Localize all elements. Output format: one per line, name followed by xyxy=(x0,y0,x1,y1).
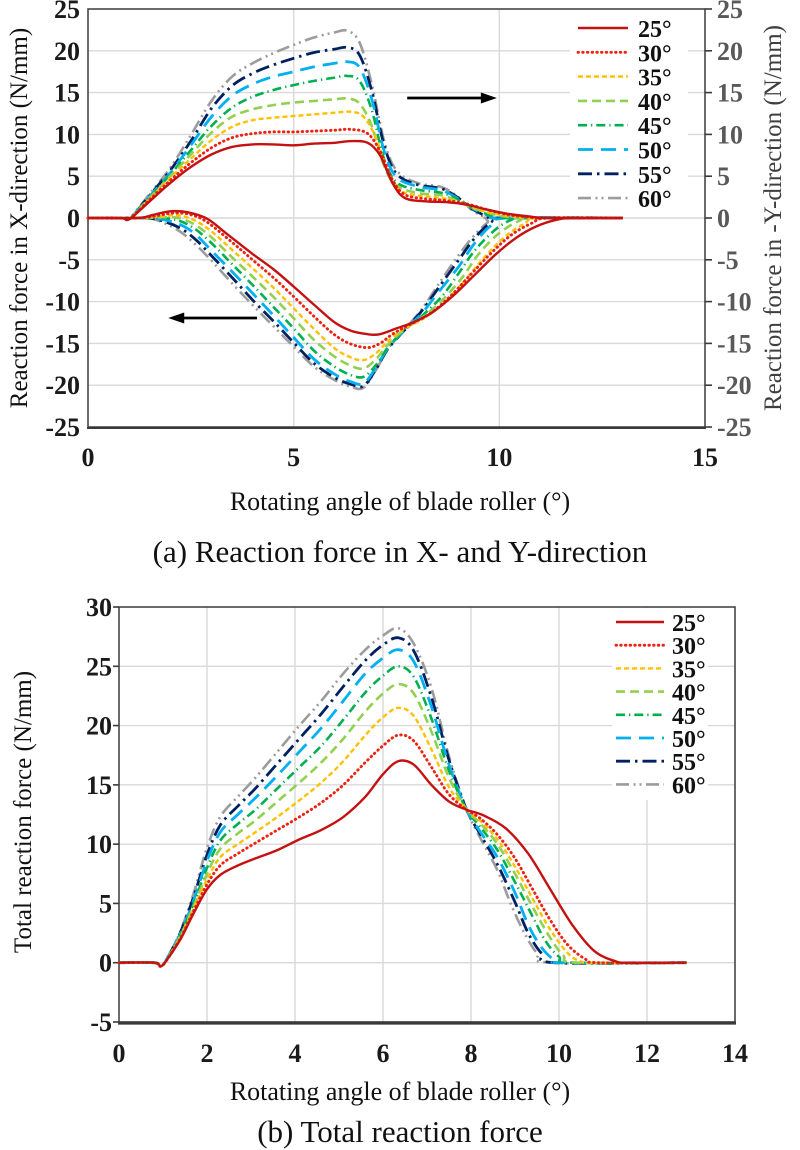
series-30deg-x_direction xyxy=(86,211,625,350)
series-50deg-x_direction xyxy=(87,216,623,386)
right-ytick-label: 5 xyxy=(717,162,730,191)
xtick-label: 2 xyxy=(201,1039,214,1068)
caption-b: (b) Total reaction force xyxy=(257,1114,543,1149)
right-ytick-label: 20 xyxy=(717,37,743,66)
series-25deg-x_direction xyxy=(87,209,623,336)
legend-label: 40° xyxy=(672,681,706,707)
legend-label: 30° xyxy=(638,41,672,67)
xtick-label: 4 xyxy=(289,1039,302,1068)
xtick-label: 10 xyxy=(546,1039,572,1068)
xtick-label: 10 xyxy=(486,443,512,472)
series-60deg-total xyxy=(118,626,687,969)
series-25deg-y_direction xyxy=(87,139,623,221)
legend-label: 55° xyxy=(638,163,672,189)
left-axis-pointer-arrow-head xyxy=(168,312,185,324)
xtick-label: 15 xyxy=(692,443,718,472)
right-ytick-label: -20 xyxy=(717,371,752,400)
xtick-label: 6 xyxy=(377,1039,390,1068)
right-ytick-label: 0 xyxy=(717,204,730,233)
series-50deg-total xyxy=(118,648,687,968)
chart-b-yaxis-title: Total reaction force (N/mm) xyxy=(10,670,37,954)
chart-a-canvas: -25 -25 -20 -20 -15 -15 -10 -10 -5 -5 0 0 5 5 10 10 15 15… xyxy=(45,0,752,472)
chart-b-xaxis-title: Rotating angle of blade roller (°) xyxy=(229,1077,571,1106)
ytick-label: 15 xyxy=(54,79,80,108)
legend-label: 25° xyxy=(672,611,706,637)
series-45deg-x_direction xyxy=(88,216,623,379)
ytick-label: -25 xyxy=(45,413,80,442)
series-45deg-y_direction xyxy=(87,74,623,222)
ytick-label: 25 xyxy=(54,0,80,24)
ytick-label: 30 xyxy=(86,593,112,622)
right-ytick-label: 10 xyxy=(717,120,743,149)
caption-a: (a) Reaction force in X- and Y-direction xyxy=(152,534,648,569)
legend-label: 60° xyxy=(638,187,672,213)
legend-label: 50° xyxy=(672,727,706,753)
xtick-label: 5 xyxy=(287,443,300,472)
series-35deg-total xyxy=(118,706,687,968)
series-55deg-x_direction xyxy=(87,216,623,389)
legend-background xyxy=(612,608,708,800)
xtick-label: 0 xyxy=(113,1039,126,1068)
ytick-label: -15 xyxy=(45,329,80,358)
right-ytick-label: -15 xyxy=(717,329,752,358)
xtick-label: 12 xyxy=(634,1039,660,1068)
ytick-label: 25 xyxy=(86,652,112,681)
right-ytick-label: -10 xyxy=(717,288,752,317)
xtick-label: 0 xyxy=(82,443,95,472)
legend-background xyxy=(570,12,688,212)
legend-label: 60° xyxy=(672,773,706,799)
series-45deg-total xyxy=(118,665,687,968)
series-60deg-y_direction xyxy=(87,28,623,222)
right-axis-pointer-arrow-head xyxy=(480,92,497,104)
ytick-label: -5 xyxy=(58,246,80,275)
right-ytick-label: 15 xyxy=(717,79,743,108)
right-ytick-label: -5 xyxy=(717,246,739,275)
right-ytick-label: 25 xyxy=(717,0,743,24)
legend-label: 35° xyxy=(672,657,706,683)
right-ytick-label: -25 xyxy=(717,413,752,442)
xtick-label: 8 xyxy=(465,1039,478,1068)
chart-a-left-axis-title: Reaction force in X-direction (N/mm) xyxy=(6,27,33,409)
xtick-label: 14 xyxy=(722,1039,748,1068)
series-30deg-total xyxy=(117,733,689,968)
series-30deg-y_direction xyxy=(86,127,625,222)
legend-label: 45° xyxy=(672,704,706,730)
legend-label: 55° xyxy=(672,750,706,776)
series-55deg-total xyxy=(118,636,687,968)
ytick-label: 5 xyxy=(99,889,112,918)
ytick-label: 0 xyxy=(99,949,112,978)
ytick-label: -10 xyxy=(45,288,80,317)
series-40deg-total xyxy=(118,682,687,968)
chart-a-right-axis-title: Reaction force in -Y-direction (N/mm) xyxy=(760,25,787,411)
series-40deg-y_direction xyxy=(87,96,623,222)
ytick-label: 0 xyxy=(67,204,80,233)
ytick-label: 5 xyxy=(67,162,80,191)
series-25deg-total xyxy=(118,759,687,968)
legend-label: 35° xyxy=(638,66,672,92)
legend-label: 25° xyxy=(638,17,672,43)
legend-label: 40° xyxy=(638,90,672,116)
ytick-label: 20 xyxy=(54,37,80,66)
chart-a-xaxis-title: Rotating angle of blade roller (°) xyxy=(229,487,571,516)
legend-label: 30° xyxy=(672,634,706,660)
ytick-label: -5 xyxy=(90,1008,112,1037)
ytick-label: 20 xyxy=(86,712,112,741)
ytick-label: 10 xyxy=(86,830,112,859)
series-60deg-x_direction xyxy=(87,216,623,391)
ytick-label: 15 xyxy=(86,771,112,800)
series-55deg-y_direction xyxy=(87,45,623,222)
legend-label: 50° xyxy=(638,139,672,165)
series-35deg-y_direction xyxy=(87,110,623,221)
legend-label: 45° xyxy=(638,114,672,140)
series-35deg-x_direction xyxy=(87,214,623,362)
ytick-label: 10 xyxy=(54,120,80,149)
ytick-label: -20 xyxy=(45,371,80,400)
